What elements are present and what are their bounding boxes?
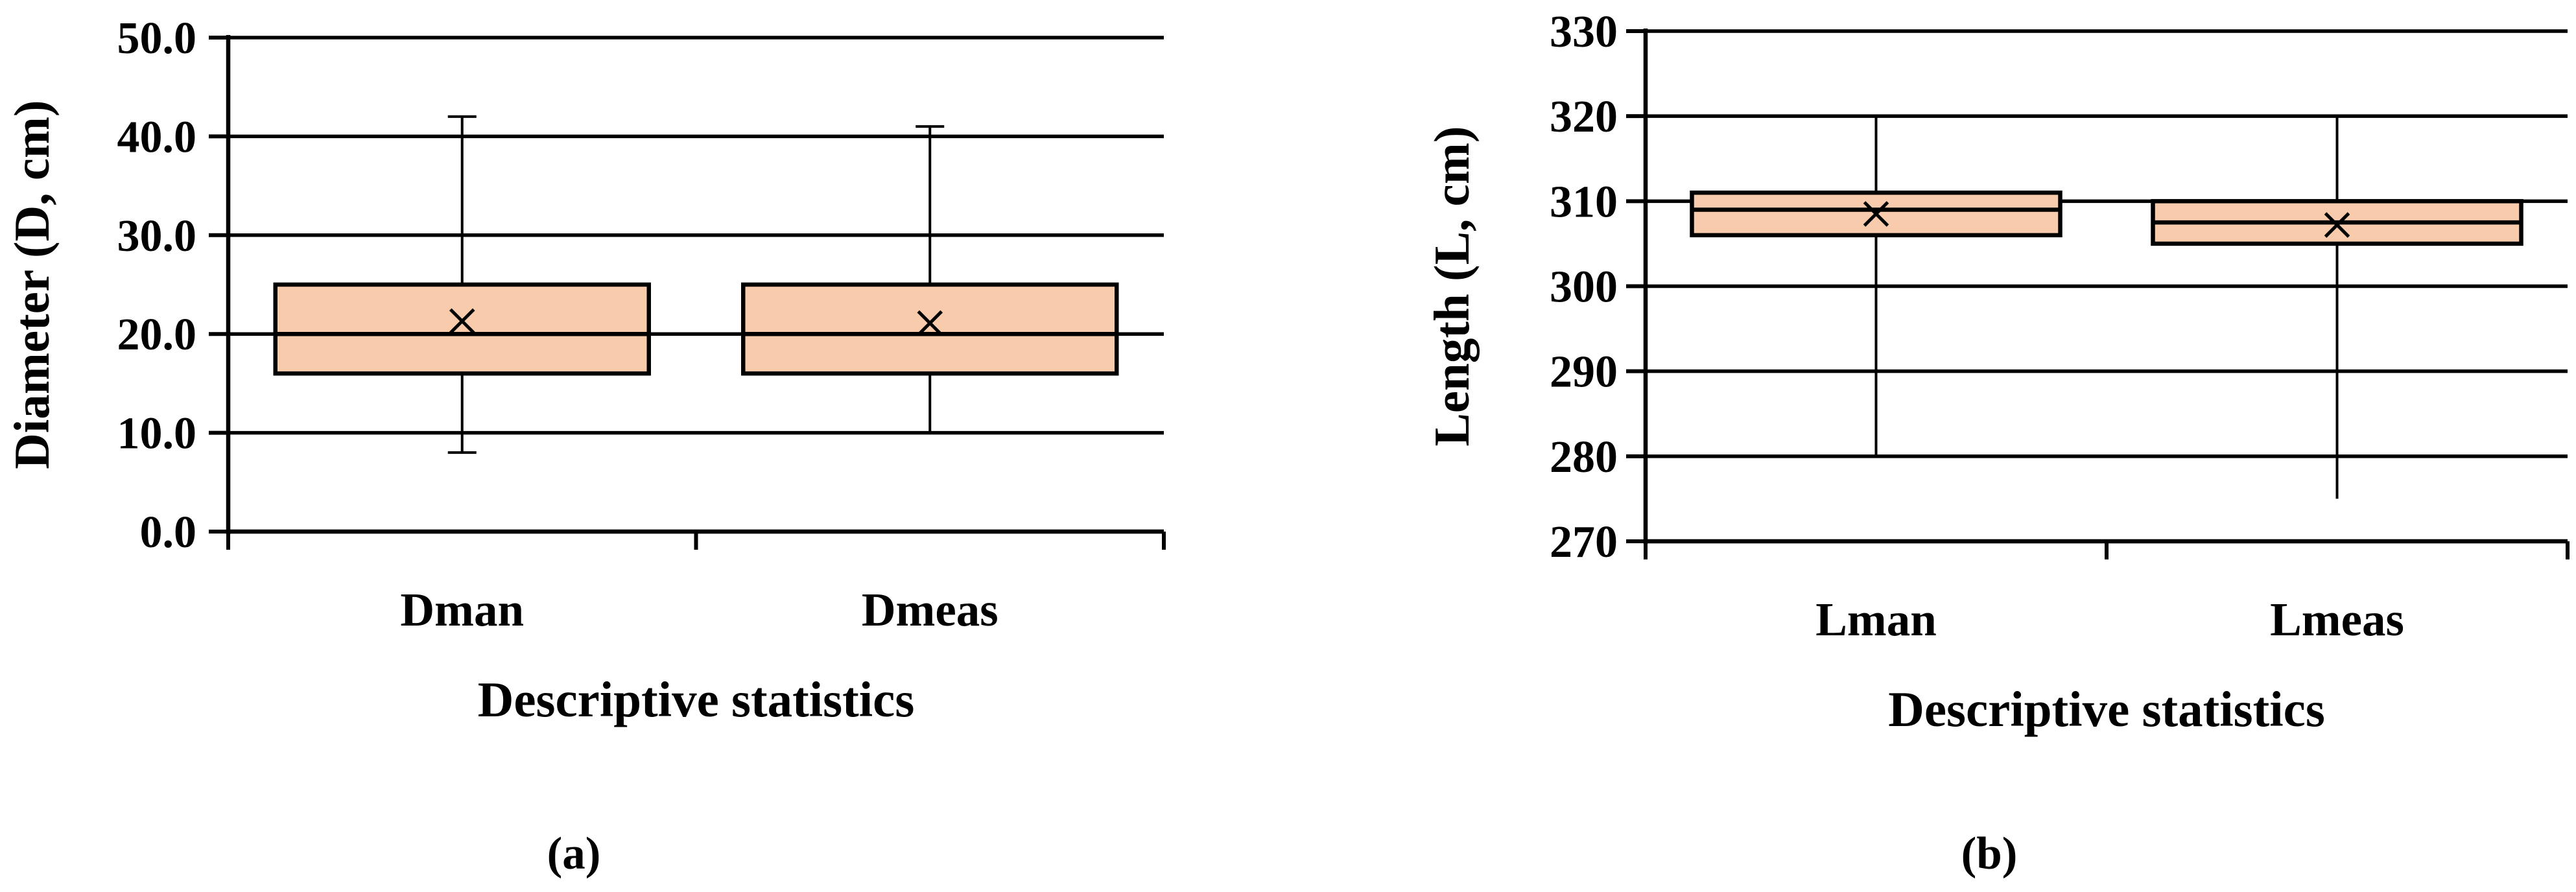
panel-b-y-tick-label: 330 <box>1550 7 1618 57</box>
iqr-box <box>741 282 1119 376</box>
panel-b-y-tick-label: 270 <box>1550 517 1618 567</box>
panel-b-category-label: Lman <box>1815 593 1937 646</box>
panel-b-label: (b) <box>1961 828 2018 879</box>
chart-panel-a: 0.0 10.0 20.0 30.0 40.0 50.0 Dman Dmeas Descript… <box>4 14 1166 879</box>
mean-marker <box>917 310 943 336</box>
panel-b-x-axis-title: Descriptive statistics <box>1888 681 2325 737</box>
panel-a-category-label: Dmeas <box>862 583 998 636</box>
panel-a-y-tick-label: 20.0 <box>117 310 197 360</box>
mean-marker <box>2324 212 2350 238</box>
panel-a-category-label: Dman <box>400 583 524 636</box>
panel-b-box-lman <box>1690 116 2062 456</box>
panel-a-y-tick-label: 30.0 <box>117 211 197 261</box>
panel-a-y-tick-label: 50.0 <box>117 14 197 64</box>
panel-a-y-axis-title: Diameter (D, cm) <box>4 100 60 469</box>
panel-b-y-tick-label: 280 <box>1550 432 1618 482</box>
panel-b-box-lmeas <box>2151 116 2523 499</box>
panel-b-category-label: Lmeas <box>2270 593 2404 646</box>
mean-marker <box>449 308 475 334</box>
panel-a-box-dmeas <box>741 125 1119 434</box>
panel-a-label: (a) <box>547 828 601 879</box>
panel-a-x-axis-title: Descriptive statistics <box>478 672 915 727</box>
panel-b-y-axis-title: Length (L, cm) <box>1424 126 1480 446</box>
panel-a-box-dman <box>273 115 651 454</box>
panel-b-y-tick-label: 320 <box>1550 92 1618 142</box>
panel-a-y-tick-label: 40.0 <box>117 112 197 162</box>
panel-b-y-tick-label: 300 <box>1550 263 1618 312</box>
panel-b-y-tick-label: 310 <box>1550 177 1618 227</box>
panel-a-y-tick-label: 0.0 <box>140 508 197 558</box>
iqr-box <box>273 282 651 376</box>
mean-marker <box>1863 201 1889 227</box>
panel-b-y-tick-label: 290 <box>1550 347 1618 397</box>
chart-panel-b: 270 280 290 300 310 320 330 Lman Lmeas Descriptiv… <box>1424 7 2570 879</box>
panel-a-y-tick-label: 10.0 <box>117 409 197 459</box>
